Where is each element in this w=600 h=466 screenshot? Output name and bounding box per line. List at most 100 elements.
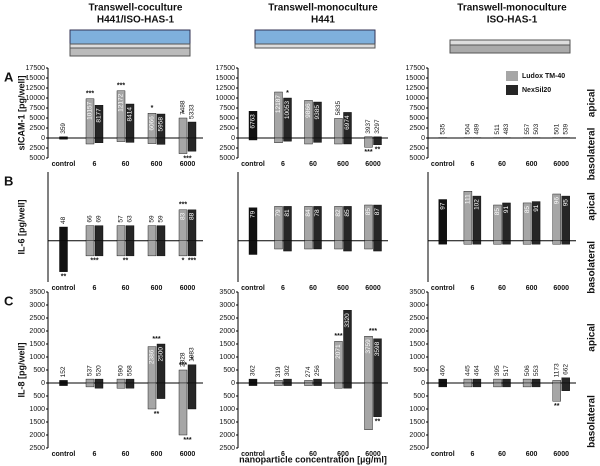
- bar-basolateral: [274, 137, 283, 144]
- significance: ***: [364, 149, 372, 156]
- cell-layer: [69, 47, 191, 57]
- bar-basolateral: [334, 137, 343, 145]
- bar-basolateral: [373, 137, 382, 146]
- bar-label: 48: [60, 216, 67, 224]
- significance: ***: [188, 258, 196, 265]
- bar-label: 85: [344, 209, 351, 217]
- side-label: basolateral: [587, 127, 598, 180]
- y-tick-label: 1500: [409, 419, 425, 426]
- bar-basolateral: [274, 240, 283, 250]
- significance: ***: [183, 155, 191, 162]
- bar-label: 503: [533, 123, 540, 134]
- bar-apical: [334, 118, 343, 139]
- column-subtitle: H441/ISO-HAS-1: [97, 15, 175, 26]
- bar-basolateral: [438, 382, 447, 388]
- y-tick-label: 17500: [406, 65, 426, 72]
- bar-basolateral: [147, 382, 157, 410]
- bar-basolateral: [156, 382, 166, 399]
- bar-basolateral: [187, 240, 197, 257]
- y-tick-label: 2000: [409, 432, 425, 439]
- panel-letter: C: [4, 293, 14, 308]
- panel-letter: A: [4, 69, 14, 84]
- bar-basolateral: [531, 240, 541, 245]
- significance: *: [286, 90, 289, 97]
- bar-label: 10157: [87, 101, 94, 119]
- bar-basolateral: [248, 382, 258, 386]
- y-tick-label: 0: [41, 380, 45, 387]
- y-tick-label: 1000: [409, 406, 425, 413]
- x-tick-label: control: [431, 451, 455, 458]
- bar-basolateral: [283, 240, 292, 252]
- x-tick-label: 600: [337, 285, 349, 292]
- bar-apical: [156, 225, 166, 241]
- cell-layer: [254, 29, 376, 45]
- bar-apical: [125, 378, 135, 384]
- significance: **: [554, 403, 560, 410]
- x-axis-label: nanoparticle concentration [µg/ml]: [239, 454, 387, 464]
- x-tick-label: 6: [470, 161, 474, 168]
- bar-apical: [116, 225, 126, 241]
- column-title: Transwell-monoculture: [457, 3, 567, 14]
- y-tick-label: 3000: [409, 302, 425, 309]
- bar-basolateral: [94, 137, 104, 144]
- significance: **: [154, 411, 160, 418]
- bar-basolateral: [502, 382, 511, 388]
- bar-label: 84: [305, 209, 312, 217]
- y-tick-label: 2500: [219, 125, 235, 132]
- y-tick-label: 0: [41, 135, 45, 142]
- bar-apical: [313, 378, 322, 384]
- x-tick-label: 6: [93, 451, 97, 458]
- bar-apical: [522, 378, 532, 384]
- bar-label: 12187: [275, 95, 282, 113]
- x-tick-label: 6000: [553, 285, 569, 292]
- y-tick-label: 12500: [216, 85, 236, 92]
- x-tick-label: 600: [337, 161, 349, 168]
- x-tick-label: 6: [470, 285, 474, 292]
- bar-basolateral: [187, 382, 197, 410]
- bar-basolateral: [178, 240, 188, 257]
- bar-label: 539: [562, 123, 569, 134]
- y-tick-label: 1500: [409, 341, 425, 348]
- x-tick-label: 6000: [365, 285, 381, 292]
- bar-basolateral: [94, 240, 104, 257]
- side-label: apical: [587, 323, 598, 352]
- bar-label: 9866: [305, 103, 312, 118]
- bar-label: 82: [335, 209, 342, 217]
- y-tick-label: 2500: [219, 445, 235, 452]
- significance: **: [61, 274, 67, 281]
- y-tick-label: 1500: [29, 419, 45, 426]
- bar-label: 91: [533, 204, 540, 212]
- bar-basolateral: [472, 240, 482, 245]
- bar-basolateral: [364, 137, 373, 148]
- y-axis-label: sICAM-1 [pg/well]: [16, 75, 26, 150]
- bar-basolateral: [187, 137, 197, 152]
- bar-apical: [125, 225, 135, 241]
- bar-basolateral: [313, 382, 322, 386]
- bar-label: 69: [96, 215, 103, 223]
- bar-apical: [283, 378, 292, 384]
- bar-basolateral: [304, 240, 313, 250]
- y-tick-label: 5000: [29, 155, 45, 162]
- x-tick-label: control: [52, 451, 76, 458]
- bar-basolateral: [502, 240, 511, 245]
- bar-label: 302: [284, 365, 291, 376]
- side-label: basolateral: [587, 241, 598, 294]
- x-tick-label: 6000: [180, 161, 196, 168]
- bar-basolateral: [248, 137, 258, 141]
- y-tick-label: 500: [33, 393, 45, 400]
- x-tick-label: 6000: [365, 161, 381, 168]
- bar-label: 79: [250, 210, 257, 218]
- bar-label: 6974: [344, 115, 351, 130]
- x-tick-label: 600: [151, 451, 163, 458]
- y-tick-label: 2500: [409, 445, 425, 452]
- bar-basolateral: [283, 137, 292, 142]
- bar-basolateral: [472, 382, 482, 388]
- y-tick-label: 5000: [409, 115, 425, 122]
- membrane: [69, 43, 191, 49]
- bar-label: 553: [533, 365, 540, 376]
- x-tick-label: control: [431, 161, 455, 168]
- bar-label: 79: [275, 209, 282, 217]
- bar-label: 87: [374, 208, 381, 216]
- bar-basolateral: [531, 382, 541, 388]
- bar-basolateral: [343, 137, 352, 145]
